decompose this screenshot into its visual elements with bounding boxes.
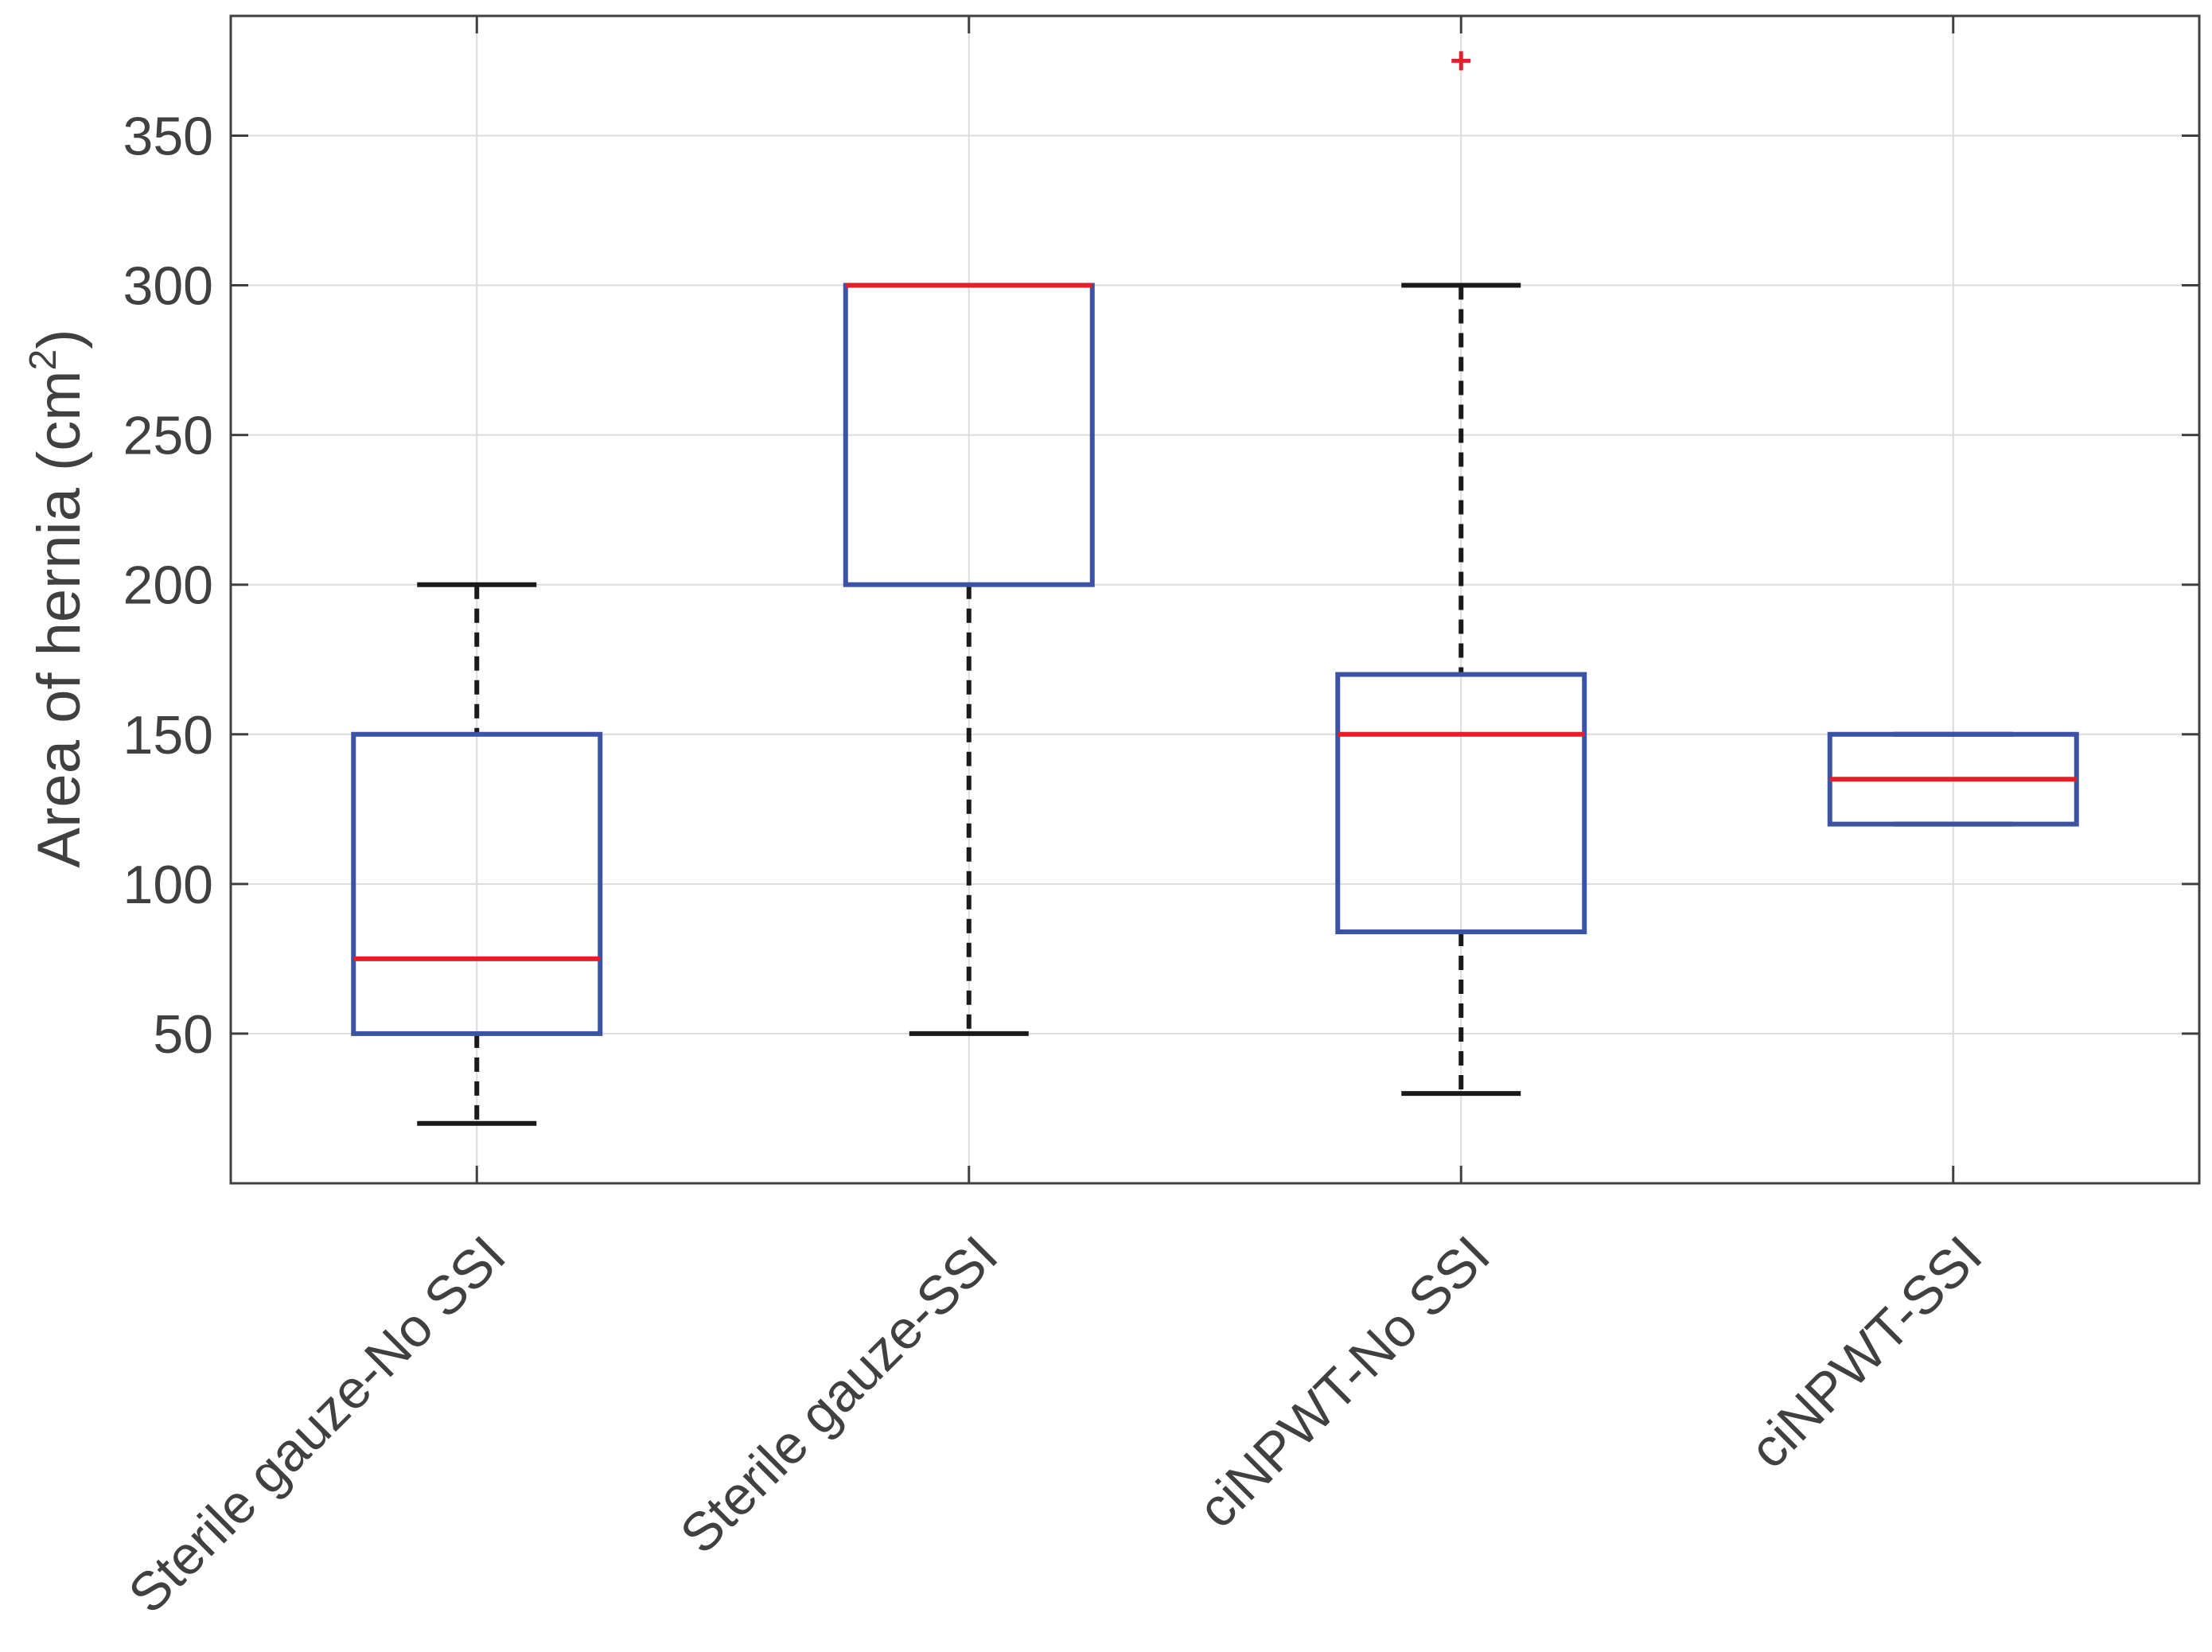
y-tick-label: 250 bbox=[123, 406, 213, 466]
x-axis-ticks: Sterile gauze-No SSI Sterile gauze-SSI ciN… bbox=[117, 16, 1993, 1625]
y-tick-label: 100 bbox=[123, 855, 213, 915]
y-tick-label: 50 bbox=[153, 1004, 213, 1065]
grid-lines bbox=[231, 16, 2199, 1183]
y-tick-label: 350 bbox=[123, 106, 213, 166]
iqr-box bbox=[351, 731, 603, 1036]
y-axis-ticks: 50 100 150 200 250 300 350 bbox=[123, 106, 2199, 1065]
x-tick-label: Sterile gauze-No SSI bbox=[117, 1225, 517, 1625]
box-group bbox=[351, 582, 603, 1126]
x-tick-label: ciNPWT-No SSI bbox=[1186, 1225, 1501, 1540]
y-tick-label: 150 bbox=[123, 705, 213, 766]
y-tick-label: 300 bbox=[123, 256, 213, 317]
x-tick-label: ciNPWT-SSI bbox=[1738, 1225, 1993, 1480]
x-tick-label: Sterile gauze-SSI bbox=[668, 1225, 1009, 1565]
box-group bbox=[1335, 51, 1587, 1097]
box-group bbox=[1827, 731, 2079, 827]
y-axis-label: Area of hernia (cm2) bbox=[22, 329, 93, 867]
box-series bbox=[351, 51, 2079, 1126]
iqr-box bbox=[1335, 672, 1587, 935]
y-tick-label: 200 bbox=[123, 555, 213, 616]
box-group bbox=[843, 282, 1095, 1036]
plot-area-frame bbox=[229, 14, 2201, 1185]
outlier-marker bbox=[1451, 51, 1471, 71]
